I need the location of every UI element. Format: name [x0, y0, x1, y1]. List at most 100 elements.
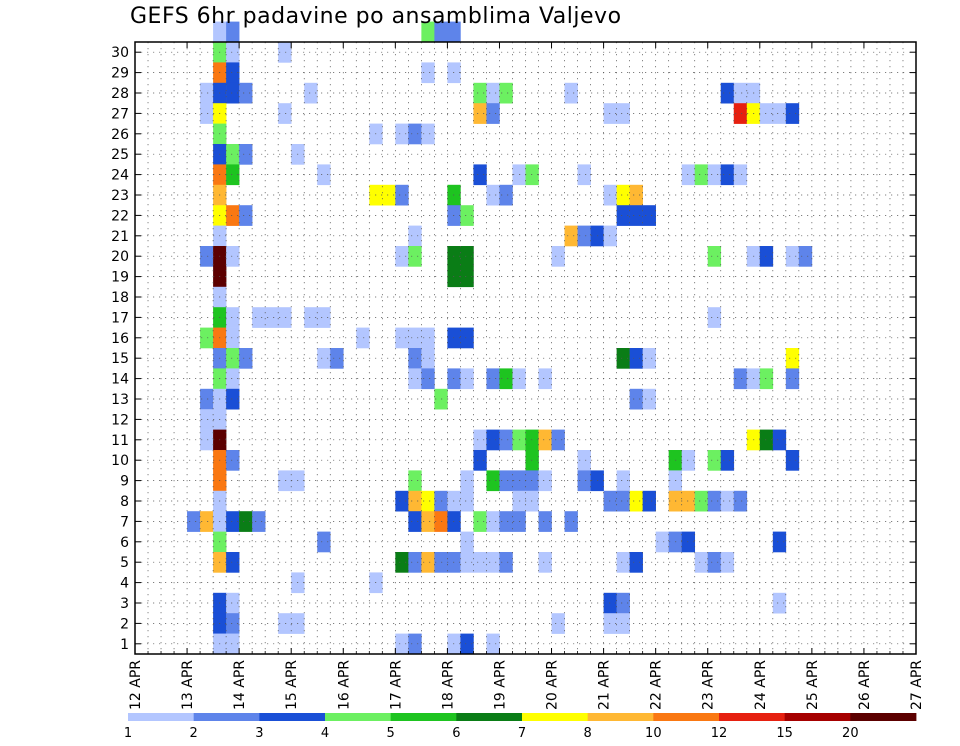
heatmap-cell	[239, 511, 253, 532]
y-tick-label: 16	[111, 331, 129, 347]
heatmap-cell	[460, 246, 474, 267]
x-tick-label: 26 APR	[857, 660, 873, 710]
legend-swatch	[653, 713, 720, 721]
legend-swatch	[193, 713, 260, 721]
heatmap-cell	[733, 490, 748, 512]
heatmap-cell	[603, 103, 617, 124]
heatmap-cell	[226, 511, 240, 532]
legend-label: 10	[645, 726, 662, 741]
heatmap-cell	[434, 21, 448, 43]
heatmap-cell	[226, 307, 240, 328]
heatmap-cell	[538, 511, 552, 532]
heatmap-cell	[499, 184, 513, 206]
heatmap-cell	[460, 552, 474, 573]
heatmap-cell	[226, 613, 240, 634]
y-tick-label: 9	[120, 474, 129, 490]
heatmap-cell	[187, 511, 201, 532]
heatmap-cell	[785, 246, 800, 267]
grid-lines	[135, 42, 916, 654]
heatmap-cell	[486, 82, 500, 104]
heatmap-cell	[486, 429, 500, 451]
heatmap-cell	[473, 450, 487, 471]
heatmap-cell	[681, 490, 696, 512]
x-axis-ticks: 12 APR 13 APR 14 APR 15 APR 16 APR 17 APR 18 A…	[128, 42, 925, 710]
x-tick-label: 24 APR	[753, 660, 769, 710]
heatmap-cell	[408, 246, 422, 267]
heatmap-cell	[473, 429, 487, 451]
heatmap-cell	[200, 409, 214, 430]
heatmap-cell	[421, 348, 435, 369]
legend-label: 3	[255, 726, 263, 741]
heatmap-cell	[694, 164, 709, 186]
heatmap-cell	[616, 348, 630, 369]
heatmap-cell	[772, 103, 787, 124]
legend-swatch	[259, 713, 326, 721]
heatmap-cell	[486, 368, 500, 390]
heatmap-cell	[564, 511, 578, 532]
y-tick-label: 13	[111, 392, 129, 408]
heatmap-cell	[616, 613, 630, 634]
y-tick-label: 26	[111, 127, 129, 143]
heatmap-cell	[421, 368, 435, 390]
heatmap-cell	[486, 184, 500, 206]
heatmap-cell	[226, 348, 240, 369]
heatmap-cell	[785, 348, 800, 369]
heatmap-cell	[642, 490, 656, 512]
heatmap-cell	[395, 327, 409, 349]
heatmap-cell	[694, 552, 709, 573]
heatmap-cell	[200, 511, 214, 532]
heatmap-cell	[395, 123, 409, 145]
x-tick-label: 27 APR	[909, 660, 925, 710]
x-tick-label: 25 APR	[805, 660, 821, 710]
x-tick-label: 13 APR	[180, 660, 196, 710]
legend-swatch	[719, 713, 786, 721]
color-legend: 1 2 3 4 5 6 7 8 10 12 15 20	[124, 713, 917, 741]
heatmap-cell	[252, 511, 266, 532]
legend-swatch	[850, 713, 917, 721]
heatmap-cell	[200, 388, 214, 410]
y-tick-label: 25	[111, 147, 129, 163]
heatmap-cell	[499, 470, 513, 492]
legend-swatch	[587, 713, 654, 721]
heatmap-cell	[616, 470, 630, 492]
heatmap-cell	[551, 429, 565, 451]
heatmap-cell	[538, 552, 552, 573]
y-tick-label: 17	[111, 310, 129, 326]
chart-title: GEFS 6hr padavine po ansamblima Valjevo	[130, 4, 622, 29]
heatmap-cell	[200, 82, 214, 104]
heatmap-cell	[733, 103, 748, 124]
x-tick-label: 16 APR	[336, 660, 352, 710]
heatmap-cell	[486, 552, 500, 573]
heatmap-cell	[629, 552, 643, 573]
heatmap-cell	[720, 552, 735, 573]
y-tick-label: 29	[111, 66, 129, 82]
heatmap-cell	[408, 490, 422, 512]
heatmap-cell	[681, 531, 696, 553]
heatmap-cell	[408, 368, 422, 390]
legend-label: 20	[842, 726, 859, 741]
y-tick-label: 3	[120, 596, 129, 612]
heatmap-cell	[603, 184, 617, 206]
heatmap-cell	[772, 429, 787, 451]
heatmap-cell	[330, 348, 344, 369]
heatmap-cell	[707, 246, 722, 267]
heatmap-cell	[499, 368, 513, 390]
heatmap-cell	[486, 470, 500, 492]
heatmap-cell	[226, 164, 240, 186]
heatmap-cell	[785, 368, 800, 390]
legend-swatch	[522, 713, 589, 721]
heatmap-cell	[564, 82, 578, 104]
heatmap-cell	[226, 552, 240, 573]
heatmap-cell	[226, 327, 240, 349]
heatmap-cell	[200, 327, 214, 349]
heatmap-cell	[226, 388, 240, 410]
y-tick-label: 8	[120, 494, 129, 510]
heatmap-cell	[785, 450, 800, 471]
legend-label: 8	[584, 726, 592, 741]
y-tick-label: 12	[111, 412, 129, 428]
y-tick-label: 19	[111, 270, 129, 286]
heatmap-cell	[421, 511, 435, 532]
x-tick-label: 22 APR	[649, 660, 665, 710]
y-tick-label: 1	[120, 637, 129, 653]
